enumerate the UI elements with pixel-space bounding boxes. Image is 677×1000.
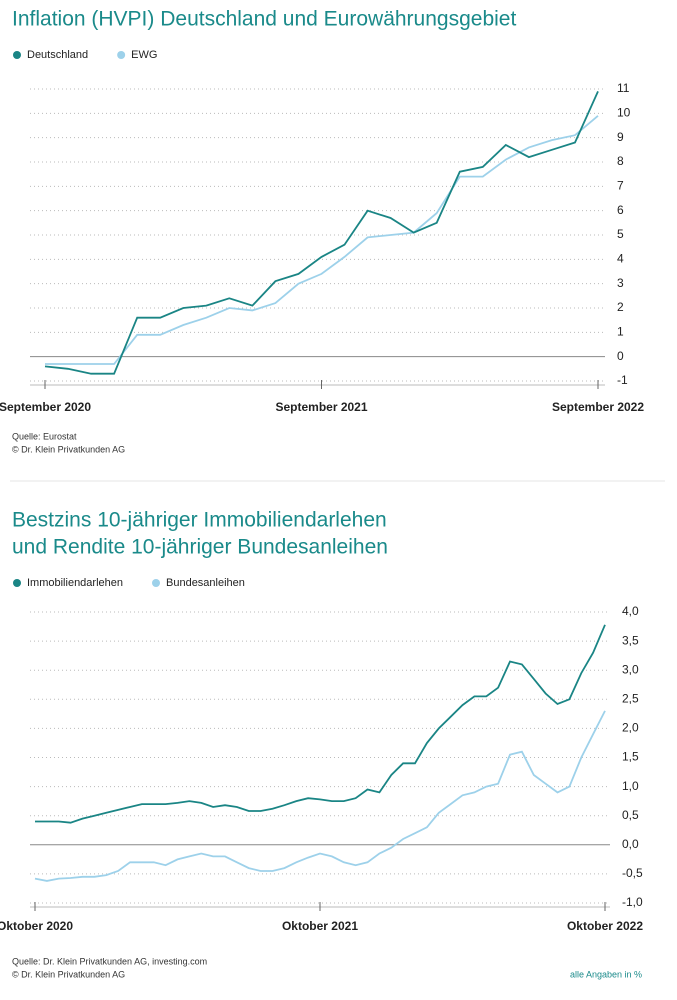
y-tick-label: 1,5	[622, 750, 639, 764]
y-tick-label: -0,5	[622, 866, 643, 880]
y-tick-label: 5	[617, 227, 624, 241]
chart-title: und Rendite 10-jähriger Bundesanleihen	[12, 536, 388, 559]
y-tick-label: 7	[617, 179, 624, 193]
legend-marker	[117, 51, 126, 59]
legend-label: Immobiliendarlehen	[27, 577, 123, 589]
x-tick-label: Oktober 2021	[282, 919, 358, 933]
y-tick-label: 0,5	[622, 808, 639, 822]
x-tick-label: Oktober 2020	[0, 919, 73, 933]
y-tick-label: 0,0	[622, 837, 639, 851]
legend-marker	[13, 51, 21, 59]
y-tick-label: -1	[617, 373, 628, 387]
legend-marker	[13, 579, 21, 587]
legend-marker	[152, 579, 160, 587]
chart-title: Inflation (HVPI) Deutschland und Eurowäh…	[12, 8, 516, 31]
y-tick-label: 11	[617, 81, 630, 95]
source: Quelle: Eurostat	[12, 431, 77, 441]
y-tick-label: 0	[617, 349, 624, 363]
x-tick-label: September 2022	[552, 400, 644, 414]
y-tick-label: 3	[617, 276, 624, 290]
y-tick-label: 3,5	[622, 633, 639, 647]
y-tick-label: 2,5	[622, 691, 639, 705]
copyright: © Dr. Klein Privatkunden AG	[12, 969, 125, 979]
y-tick-label: 2	[617, 300, 624, 314]
series-line	[35, 624, 606, 824]
copyright: © Dr. Klein Privatkunden AG	[12, 444, 125, 454]
x-tick-label: September 2021	[275, 400, 367, 414]
y-tick-label: 9	[617, 130, 624, 144]
y-tick-label: 4	[617, 252, 624, 266]
legend-label: Bundesanleihen	[166, 577, 245, 589]
y-tick-label: 6	[617, 203, 624, 217]
y-tick-label: -1,0	[622, 895, 643, 909]
series-line	[34, 710, 606, 882]
source: Quelle: Dr. Klein Privatkunden AG, inves…	[12, 956, 207, 966]
y-tick-label: 8	[617, 154, 624, 168]
series-line	[44, 91, 599, 375]
legend-label: EWG	[131, 49, 157, 61]
y-tick-label: 10	[617, 106, 631, 120]
y-tick-label: 1,0	[622, 779, 639, 793]
note: alle Angaben in %	[570, 969, 642, 979]
y-tick-label: 2,0	[622, 721, 639, 735]
y-tick-label: 3,0	[622, 662, 639, 676]
y-tick-label: 4,0	[622, 604, 639, 618]
x-tick-label: Oktober 2022	[567, 919, 643, 933]
chart-title: Bestzins 10-jähriger Immobiliendarlehen	[12, 509, 387, 532]
y-tick-label: 1	[617, 325, 624, 339]
legend-label: Deutschland	[27, 49, 88, 61]
series-line	[45, 115, 599, 365]
x-tick-label: September 2020	[0, 400, 91, 414]
